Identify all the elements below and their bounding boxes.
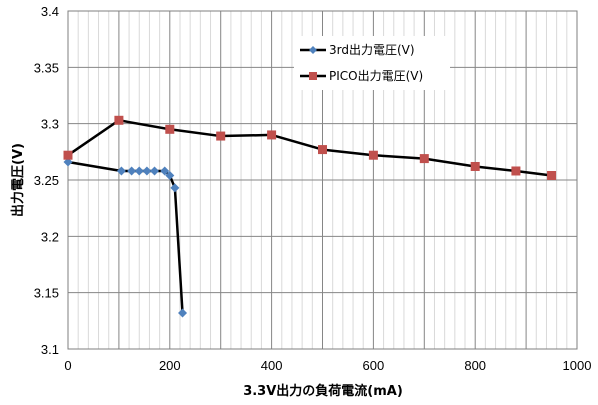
y-tick-label: 3.15: [34, 286, 59, 301]
data-point-series-1: [116, 166, 126, 176]
legend-marker-series-1: [309, 46, 317, 54]
data-point-series-1: [160, 166, 170, 176]
data-point-series-2: [511, 166, 521, 176]
data-point-series-1: [63, 157, 73, 167]
y-tick-label: 3.3: [41, 117, 59, 132]
data-point-series-1: [170, 183, 180, 193]
data-point-series-2: [547, 170, 557, 180]
y-tick-label: 3.35: [34, 60, 59, 75]
legend-marker-series-2: [309, 72, 317, 80]
data-point-series-1: [134, 166, 144, 176]
y-tick-label: 3.25: [34, 173, 59, 188]
series-layer: [63, 115, 557, 318]
y-axis-title: 出力電圧(V): [10, 143, 26, 217]
plot-area-border: [67, 10, 578, 350]
data-point-series-2: [63, 150, 73, 160]
data-point-series-2: [114, 115, 124, 125]
data-point-series-1: [127, 166, 137, 176]
x-tick-label: 400: [261, 358, 283, 373]
data-point-series-2: [165, 124, 175, 134]
legend-label-series-1: 3rd出力電圧(V): [329, 43, 415, 57]
data-point-series-1: [165, 170, 175, 180]
legend-label-series-2: PICO出力電圧(V): [329, 69, 423, 83]
data-point-series-2: [318, 145, 327, 155]
data-point-series-2: [419, 154, 429, 164]
x-tick-label: 800: [464, 358, 486, 373]
tick-labels: 0 200 400 600 800 1000 3.1 3.15 3.2 3.25 3.3 3.35 3.…: [34, 4, 592, 373]
x-tick-label: 0: [64, 358, 71, 373]
x-tick-label: 1000: [563, 358, 592, 373]
x-tick-label: 200: [159, 358, 181, 373]
data-point-series-2: [368, 150, 378, 160]
data-point-series-1: [142, 166, 152, 176]
legend-box: [294, 36, 450, 90]
data-point-series-1: [150, 166, 160, 176]
data-point-series-1: [178, 308, 188, 318]
y-tick-label: 3.2: [41, 229, 59, 244]
data-point-series-2: [267, 130, 277, 140]
x-tick-label: 600: [363, 358, 385, 373]
data-point-series-2: [216, 131, 226, 141]
data-point-series-2: [470, 161, 480, 171]
x-axis-title: 3.3V出力の負荷電流(mA): [243, 383, 403, 399]
y-tick-label: 3.4: [41, 4, 59, 19]
legend: 3rd出力電圧(V) PICO出力電圧(V): [294, 36, 450, 90]
y-tick-label: 3.1: [41, 342, 59, 357]
